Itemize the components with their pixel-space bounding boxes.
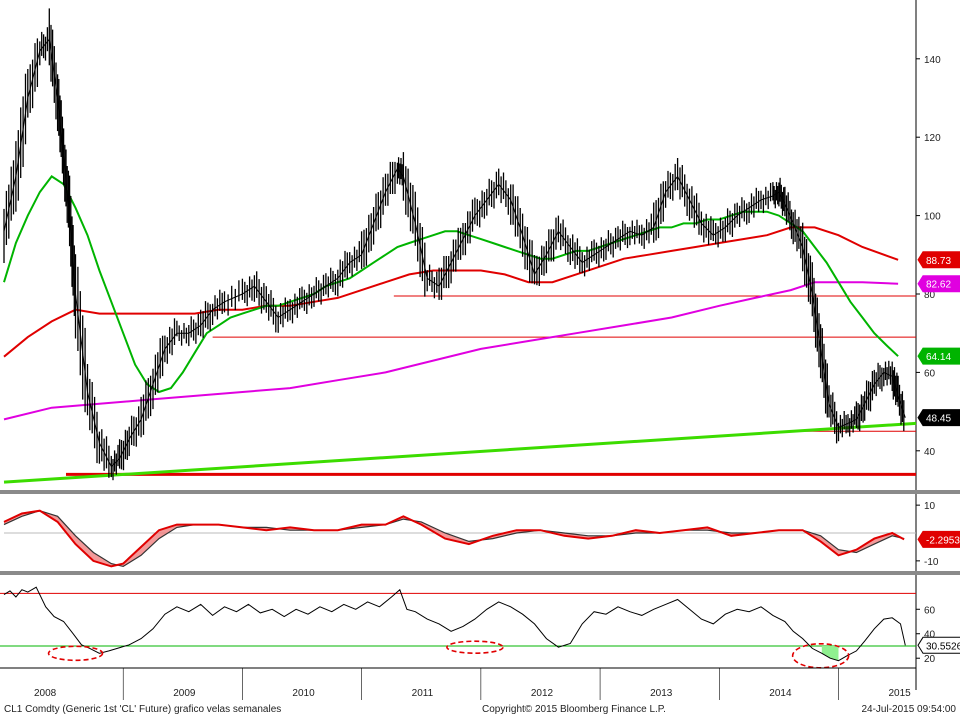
footer-left: CL1 Comdty (Generic 1st 'CL' Future) gra…	[4, 704, 282, 715]
price-candles	[3, 8, 905, 481]
year-label-2014: 2014	[769, 688, 792, 699]
year-label-2009: 2009	[173, 688, 196, 699]
price-last-value-badge-88.73-text: 88.73	[926, 256, 951, 267]
macd-fill	[4, 510, 905, 567]
price-last-value-badge-64.14: 64.14	[917, 347, 960, 365]
macd-last-value-badge-text: -2.2953	[926, 535, 960, 546]
trend-support-line	[3, 421, 917, 484]
price-last-value-badge-82.62-bg	[917, 275, 960, 293]
price-tick-label: 120	[924, 133, 941, 144]
year-label-2010: 2010	[292, 688, 315, 699]
ma-mid-line	[3, 226, 899, 358]
macd-last-value-badge: -2.2953	[917, 530, 960, 548]
rsi-tick-label: 60	[924, 605, 936, 616]
price-line	[3, 37, 906, 468]
price-tick-label: 100	[924, 212, 941, 223]
price-last-value-badge-82.62-text: 82.62	[926, 280, 951, 291]
price-tick-label: 80	[924, 290, 936, 301]
year-label-2012: 2012	[531, 688, 554, 699]
price-tick-label: 40	[924, 447, 936, 458]
oversold-ellipse	[47, 645, 104, 662]
price-tick-label: 140	[924, 55, 941, 66]
macd-line	[3, 509, 905, 568]
rsi-oversold-fill	[821, 645, 839, 661]
rsi-line	[3, 586, 906, 662]
rsi-last-value-badge-bg	[917, 636, 960, 654]
oversold-ellipse	[446, 640, 504, 654]
price-last-value-badge-88.73: 88.73	[917, 251, 960, 269]
rsi-last-value-badge: 30.5526	[917, 636, 960, 654]
rsi-last-value-badge-text: 30.5526	[926, 641, 960, 652]
macd-tick-label: 10	[924, 501, 936, 512]
price-last-value-badge-64.14-bg	[917, 347, 960, 365]
price-last-value-badge-48.45: 48.45	[917, 409, 960, 427]
price-tick-label: 60	[924, 368, 936, 379]
price-last-value-badge-82.62: 82.62	[917, 275, 960, 293]
price-last-value-badge-64.14-text: 64.14	[926, 352, 951, 363]
price-last-value-badge-48.45-bg	[917, 409, 960, 427]
macd-tick-label: -10	[924, 557, 939, 568]
footer-copyright: Copyright© 2015 Bloomberg Finance L.P.	[482, 704, 666, 715]
rsi-tick-label: 20	[924, 654, 936, 665]
rsi-tick-label: 40	[924, 630, 936, 641]
footer-timestamp: 24-Jul-2015 09:54:00	[861, 704, 956, 715]
macd-last-value-badge-bg	[917, 530, 960, 548]
year-label-2015: 2015	[889, 688, 912, 699]
year-label-2011: 2011	[412, 688, 434, 699]
panel-separator-macd	[0, 490, 960, 494]
price-last-value-badge-48.45-text: 48.45	[926, 414, 951, 425]
price-last-value-badge-88.73-bg	[917, 251, 960, 269]
year-label-2008: 2008	[34, 688, 57, 699]
panel-separator-rsi	[0, 571, 960, 575]
year-label-2013: 2013	[650, 688, 673, 699]
ma-long-line	[3, 281, 899, 421]
oversold-ellipse	[791, 642, 850, 669]
